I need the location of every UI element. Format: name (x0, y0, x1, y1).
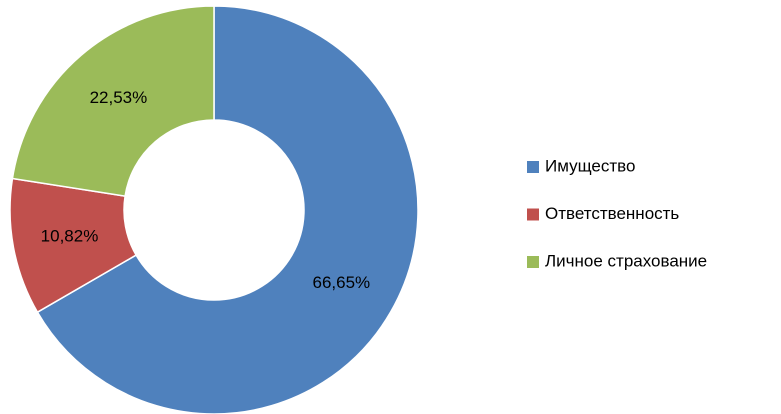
legend-swatch (527, 161, 539, 173)
legend-label: Имущество (545, 156, 635, 175)
legend-swatch (527, 208, 539, 221)
data-label: 66,65% (313, 273, 371, 292)
donut-slice (11, 5, 215, 197)
legend-label: Личное страхование (545, 251, 707, 270)
data-label: 22,53% (90, 88, 148, 107)
legend-label: Ответственность (545, 204, 679, 223)
donut-slice (36, 5, 419, 414)
legend-swatch (527, 256, 539, 268)
data-label: 10,82% (41, 226, 99, 245)
